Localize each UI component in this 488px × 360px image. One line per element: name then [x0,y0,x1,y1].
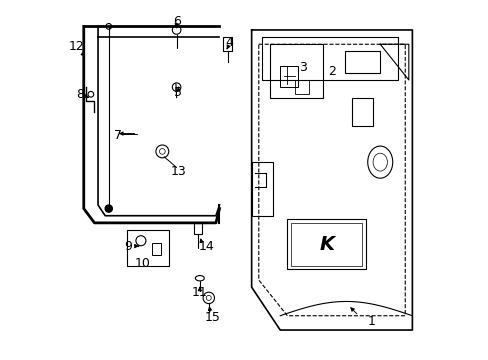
Text: 1: 1 [366,315,374,328]
Bar [151,243,160,255]
Text: 11: 11 [192,286,207,299]
Text: 10: 10 [135,257,150,270]
Bar [280,66,298,87]
Text: 8: 8 [76,88,84,101]
Text: 4: 4 [225,36,233,49]
Bar [126,230,169,266]
Bar [262,37,397,80]
Text: 9: 9 [124,240,132,253]
Bar [287,219,365,269]
Circle shape [106,23,111,29]
Bar [223,37,231,51]
Text: 12: 12 [69,40,84,53]
Bar [194,223,201,234]
Text: 15: 15 [204,311,220,324]
Bar [294,80,308,94]
Text: 7: 7 [113,129,122,142]
Text: 5: 5 [174,86,182,99]
Text: 13: 13 [170,165,186,177]
Bar [251,162,272,216]
Text: K: K [319,235,333,254]
Text: 3: 3 [299,61,307,74]
Text: 14: 14 [199,240,214,253]
Circle shape [105,205,112,212]
Bar [269,44,323,98]
Bar [290,223,362,266]
Bar [344,51,380,73]
Text: 6: 6 [172,14,180,27]
Text: 2: 2 [327,64,335,77]
Bar [351,98,372,126]
